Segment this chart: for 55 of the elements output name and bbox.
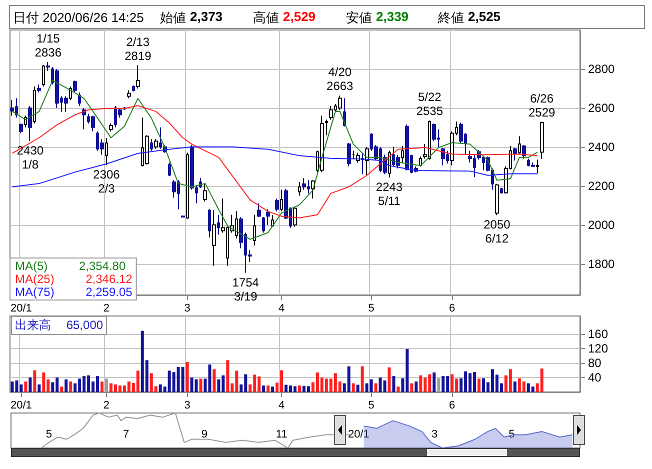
annotation: 5/22 2535 xyxy=(416,90,444,118)
x-tick-label: 2 xyxy=(103,400,110,412)
chart-title: 日付 2020/06/26 14:25 xyxy=(13,9,144,27)
x-tick-label: 5 xyxy=(368,302,374,314)
text: 2,529 xyxy=(283,9,316,24)
x-tick-label: 9 xyxy=(201,428,208,440)
text: MA(75) xyxy=(15,285,54,299)
x-tick-label: 3 xyxy=(184,302,190,314)
annotation: 1/15 2836 xyxy=(34,31,62,60)
x-tick-label: 11 xyxy=(276,428,288,440)
x-tick-label: 2 xyxy=(103,302,110,314)
x-tick-label: 6 xyxy=(449,400,456,412)
chart-title: 出来高 65,000 xyxy=(15,318,104,332)
x-tick-label: 5 xyxy=(46,428,52,440)
y-tick-label: 2000 xyxy=(588,218,616,232)
text: 終値 xyxy=(438,9,464,27)
annotation: 4/20 2663 xyxy=(326,65,354,94)
x-tick-label: 3 xyxy=(184,400,190,412)
y-tick-label: 2600 xyxy=(588,100,616,115)
annotation: 2,354.80 xyxy=(78,259,126,273)
text: 2,525 xyxy=(468,9,501,24)
text: MA(25) xyxy=(15,272,54,286)
annotation: 2430 1/8 xyxy=(16,144,44,172)
annotation: 2243 5/11 xyxy=(376,180,403,208)
x-tick-label: 6 xyxy=(449,302,456,314)
annotation: 2306 2/3 xyxy=(93,168,120,196)
y-tick-label: 80 xyxy=(588,356,602,370)
annotation: 2/13 2819 xyxy=(124,34,152,63)
text: 安値 xyxy=(346,9,372,27)
y-tick-label: 160 xyxy=(588,327,608,342)
text: 2,339 xyxy=(376,9,409,24)
y-tick-label: 2400 xyxy=(588,140,616,154)
x-tick-label: 20/1 xyxy=(348,428,370,440)
x-tick-label: 7 xyxy=(123,428,130,440)
annotation: 2,259.05 xyxy=(86,285,133,299)
annotation: 2,346.12 xyxy=(86,272,133,286)
text: 高値 xyxy=(253,9,279,27)
annotation: 2050 6/12 xyxy=(484,218,511,246)
y-tick-label: 2200 xyxy=(588,178,616,193)
text: 始値 xyxy=(160,9,186,27)
x-tick-label: 5 xyxy=(368,400,374,412)
x-tick-label: 4 xyxy=(278,400,285,412)
text: 2,373 xyxy=(190,9,223,24)
x-tick-label: 5 xyxy=(508,428,515,440)
y-tick-label: 2800 xyxy=(588,62,616,76)
x-tick-label: 3 xyxy=(432,428,438,440)
text: MA(5) xyxy=(15,259,48,273)
x-tick-label: 20/1 xyxy=(10,400,32,412)
annotation: 1754 3/19 xyxy=(232,275,260,304)
y-tick-label: 120 xyxy=(588,342,608,356)
y-tick-label: 1800 xyxy=(588,256,616,271)
x-tick-label: 20/1 xyxy=(10,302,32,314)
y-tick-label: 40 xyxy=(588,370,602,385)
x-tick-label: 4 xyxy=(278,302,285,314)
annotation: 6/26 2529 xyxy=(528,91,556,120)
